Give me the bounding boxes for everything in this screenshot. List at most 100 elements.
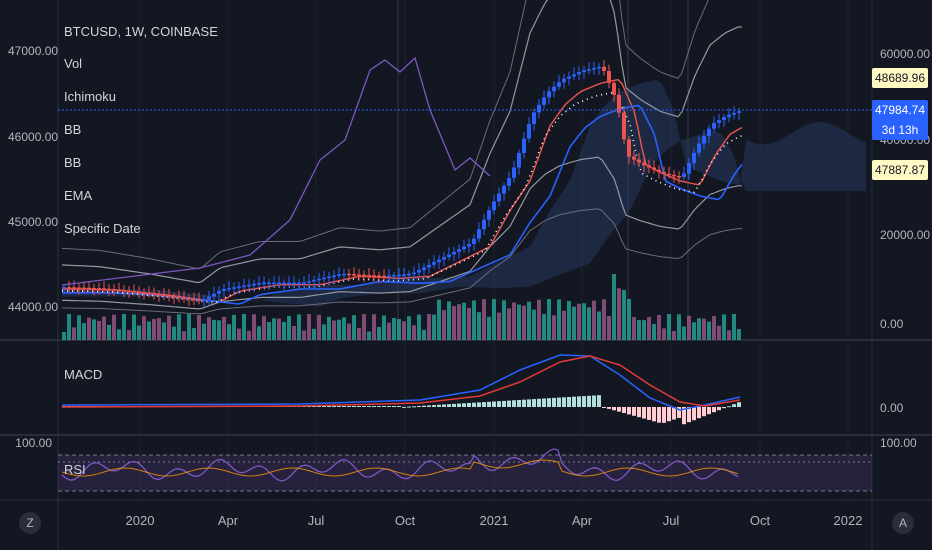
right-axis-tick: 20000.00 <box>880 228 931 242</box>
volume-bar <box>712 316 716 340</box>
candle-body <box>367 274 371 277</box>
volume-bar <box>62 332 66 340</box>
symbol-title[interactable]: BTCUSD, 1W, COINBASE <box>64 24 218 39</box>
macd-histogram-bar <box>407 406 411 408</box>
candle-body <box>97 288 101 290</box>
volume-bar <box>507 308 511 340</box>
macd-histogram-bar <box>677 407 681 418</box>
macd-histogram-bar <box>717 407 721 411</box>
macd-histogram-bar <box>467 402 471 407</box>
candle-body <box>622 112 626 140</box>
candle-body <box>102 288 106 290</box>
candle-body <box>552 86 556 92</box>
macd-histogram-bar <box>577 396 581 407</box>
auto-scale-button[interactable]: A <box>892 512 914 534</box>
indicator-bb-2[interactable]: BB <box>64 155 82 170</box>
volume-bar <box>422 329 426 340</box>
purple-overlay-line <box>61 56 491 286</box>
volume-bar <box>627 298 631 340</box>
log-scale-button[interactable]: Z <box>19 512 41 534</box>
x-label: Jul <box>307 513 325 528</box>
macd-histogram-bar <box>542 398 546 407</box>
candle-body <box>237 286 241 288</box>
macd-histogram-bar <box>412 406 416 408</box>
indicator-ichimoku[interactable]: Ichimoku <box>64 89 117 104</box>
candle-body <box>582 70 586 73</box>
x-label: 2022 <box>833 513 863 528</box>
price-tag-high: 48689.96 <box>872 68 928 88</box>
volume-bar <box>157 318 161 340</box>
x-label: Jul <box>662 513 680 528</box>
volume-bar <box>672 331 676 340</box>
macd-histogram-bar <box>337 406 341 407</box>
candle-body <box>352 274 356 276</box>
volume-bar <box>162 322 166 340</box>
volume-bar <box>437 299 441 340</box>
macd-histogram-bar <box>637 407 641 418</box>
indicator-specific-date[interactable]: Specific Date <box>64 221 141 236</box>
candle-body <box>647 165 651 168</box>
macd-label[interactable]: MACD <box>64 367 103 382</box>
x-label: 2021 <box>479 513 509 528</box>
rsi-axis-tick: 100.00 <box>880 436 917 450</box>
candle-body <box>412 272 416 275</box>
candle-body <box>162 294 166 297</box>
x-label: Apr <box>217 513 239 528</box>
volume-bar <box>97 320 101 340</box>
macd-histogram-bar <box>457 403 461 407</box>
volume-bar <box>462 302 466 340</box>
macd-histogram-bar <box>687 407 691 423</box>
volume-bar <box>397 319 401 340</box>
volume-bar <box>292 326 296 340</box>
candle-body <box>732 112 736 115</box>
candle-body <box>407 273 411 276</box>
macd-histogram-bar <box>497 401 501 407</box>
macd-histogram-bar <box>667 407 671 422</box>
candle-body <box>262 282 266 285</box>
indicator-ema[interactable]: EMA <box>64 188 93 203</box>
indicator-vol[interactable]: Vol <box>64 56 83 71</box>
rsi-label[interactable]: RSI <box>64 462 86 477</box>
volume-bar <box>642 320 646 340</box>
volume-bar <box>652 323 656 340</box>
candle-body <box>692 152 696 164</box>
volume-bar <box>117 329 121 340</box>
volume-bar <box>722 314 726 340</box>
candle-body <box>467 244 471 247</box>
volume-bar <box>552 315 556 340</box>
macd-histogram-bar <box>492 401 496 407</box>
ichimoku-cloud <box>62 80 866 307</box>
volume-bar <box>592 300 596 340</box>
candle-body <box>587 69 591 71</box>
volume-bar <box>617 288 621 340</box>
candle-body <box>652 167 656 170</box>
volume-bar <box>182 331 186 340</box>
candle-body <box>302 282 306 284</box>
candle-body <box>347 273 351 276</box>
macd-histogram-bar <box>522 399 526 407</box>
volume-bar <box>342 317 346 340</box>
volume-bar <box>247 330 251 340</box>
macd-histogram-bar <box>447 404 451 407</box>
volume-bar <box>352 315 356 340</box>
volume-bar <box>697 318 701 340</box>
volume-bar <box>197 315 201 340</box>
candle-body <box>247 284 251 287</box>
macd-histogram-bar <box>722 407 726 409</box>
macd-histogram-bar <box>737 402 741 407</box>
candle-body <box>277 282 281 285</box>
macd-histogram-bar <box>342 406 346 407</box>
macd-histogram-bar <box>572 396 576 407</box>
candle-body <box>317 278 321 281</box>
macd-histogram-bar <box>477 402 481 407</box>
volume-bar <box>567 301 571 340</box>
candle-body <box>127 290 131 293</box>
volume-bar <box>362 314 366 340</box>
indicator-bb-1[interactable]: BB <box>64 122 82 137</box>
macd-histogram-bar <box>517 399 521 407</box>
rsi-line <box>61 448 739 482</box>
volume-bar <box>392 317 396 340</box>
candle-body <box>337 274 341 276</box>
candle-body <box>477 229 481 239</box>
